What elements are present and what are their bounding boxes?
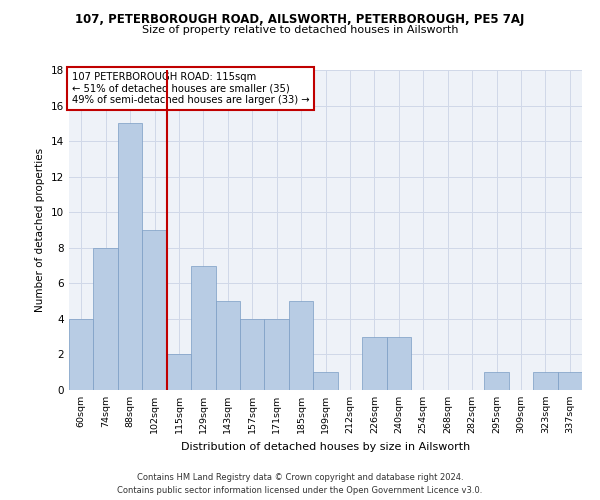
Bar <box>191 266 215 390</box>
Bar <box>240 319 265 390</box>
Bar <box>313 372 338 390</box>
Bar <box>69 319 94 390</box>
Bar <box>94 248 118 390</box>
Bar <box>167 354 191 390</box>
X-axis label: Distribution of detached houses by size in Ailsworth: Distribution of detached houses by size … <box>181 442 470 452</box>
Bar <box>533 372 557 390</box>
Bar <box>215 301 240 390</box>
Text: Contains HM Land Registry data © Crown copyright and database right 2024.
Contai: Contains HM Land Registry data © Crown c… <box>118 474 482 495</box>
Bar <box>118 124 142 390</box>
Text: 107 PETERBOROUGH ROAD: 115sqm
← 51% of detached houses are smaller (35)
49% of s: 107 PETERBOROUGH ROAD: 115sqm ← 51% of d… <box>71 72 309 105</box>
Text: Size of property relative to detached houses in Ailsworth: Size of property relative to detached ho… <box>142 25 458 35</box>
Bar <box>289 301 313 390</box>
Text: 107, PETERBOROUGH ROAD, AILSWORTH, PETERBOROUGH, PE5 7AJ: 107, PETERBOROUGH ROAD, AILSWORTH, PETER… <box>76 12 524 26</box>
Bar <box>557 372 582 390</box>
Y-axis label: Number of detached properties: Number of detached properties <box>35 148 46 312</box>
Bar <box>142 230 167 390</box>
Bar <box>386 336 411 390</box>
Bar <box>484 372 509 390</box>
Bar <box>265 319 289 390</box>
Bar <box>362 336 386 390</box>
